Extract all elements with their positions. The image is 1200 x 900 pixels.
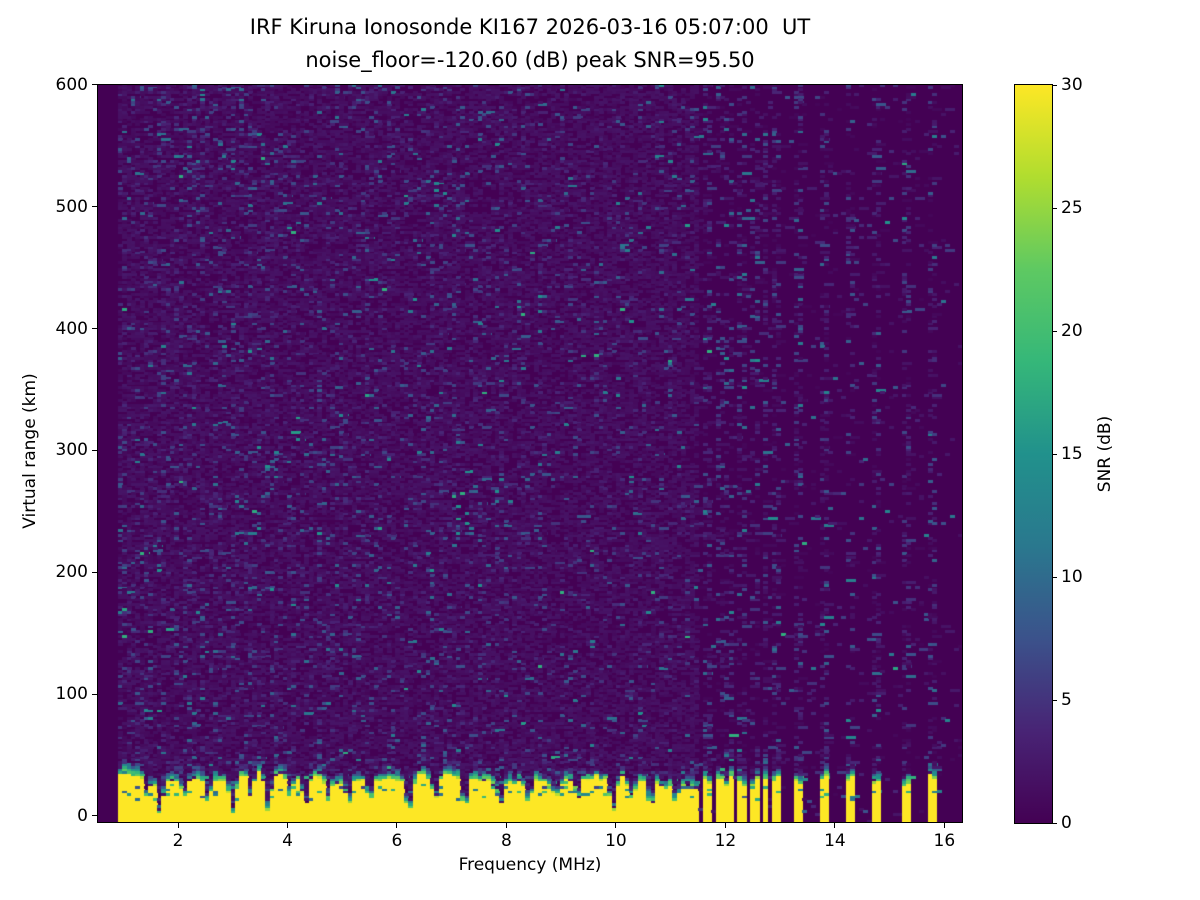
x-tick-mark — [834, 823, 836, 828]
y-tick-mark — [92, 328, 97, 330]
x-tick-mark — [724, 823, 726, 828]
y-tick-mark — [92, 206, 97, 208]
x-tick-label: 14 — [824, 831, 846, 851]
x-tick-label: 16 — [933, 831, 956, 851]
y-tick-label: 300 — [55, 440, 88, 461]
colorbar-tick-mark — [1052, 453, 1057, 455]
x-tick-mark — [615, 823, 617, 828]
colorbar-tick-label: 15 — [1061, 444, 1083, 464]
x-tick-label: 8 — [501, 831, 512, 851]
colorbar-tick-label: 25 — [1061, 198, 1083, 218]
y-tick-label: 600 — [55, 74, 88, 95]
y-tick-mark — [92, 449, 97, 451]
colorbar-tick-label: 20 — [1061, 321, 1083, 341]
colorbar-tick-mark — [1052, 699, 1057, 701]
plot-area — [97, 84, 963, 823]
x-tick-mark — [396, 823, 398, 828]
y-tick-mark — [92, 693, 97, 695]
x-tick-mark — [177, 823, 179, 828]
x-tick-label: 10 — [605, 831, 627, 851]
x-tick-mark — [943, 823, 945, 828]
x-axis-label: Frequency (MHz) — [458, 855, 602, 875]
colorbar-gradient — [1015, 85, 1052, 823]
y-tick-label: 500 — [55, 196, 88, 217]
colorbar-tick-label: 30 — [1061, 75, 1083, 95]
x-tick-label: 6 — [391, 831, 403, 851]
y-tick-label: 400 — [55, 318, 88, 339]
x-tick-mark — [505, 823, 507, 828]
chart-subtitle: noise_floor=-120.60 (dB) peak SNR=95.50 — [305, 48, 755, 72]
colorbar-tick-mark — [1052, 822, 1057, 824]
y-tick-mark — [92, 84, 97, 86]
colorbar-tick-mark — [1052, 84, 1057, 86]
ionogram-heatmap — [97, 84, 963, 823]
x-tick-label: 12 — [714, 831, 737, 851]
chart-title: IRF Kiruna Ionosonde KI167 2026-03-16 05… — [249, 15, 811, 39]
x-tick-label: 4 — [282, 831, 293, 851]
y-tick-mark — [92, 815, 97, 817]
y-tick-label: 200 — [55, 562, 88, 583]
x-tick-mark — [286, 823, 288, 828]
y-tick-label: 100 — [55, 684, 88, 705]
y-tick-label: 0 — [77, 805, 88, 826]
colorbar-tick-label: 0 — [1061, 813, 1072, 833]
x-tick-label: 2 — [172, 831, 184, 851]
colorbar-tick-label: 5 — [1061, 690, 1072, 710]
colorbar-tick-label: 10 — [1061, 567, 1083, 587]
colorbar-tick-mark — [1052, 207, 1057, 209]
y-tick-mark — [92, 571, 97, 573]
colorbar-tick-mark — [1052, 576, 1057, 578]
colorbar-tick-mark — [1052, 330, 1057, 332]
colorbar — [1014, 84, 1053, 824]
